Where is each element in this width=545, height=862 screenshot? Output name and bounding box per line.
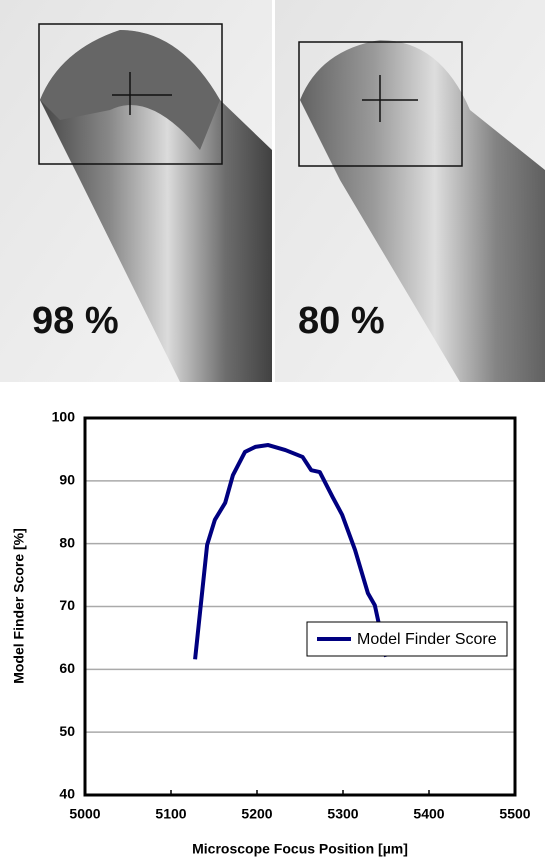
x-tick-label: 5200 xyxy=(241,806,272,822)
y-tick-label: 40 xyxy=(59,786,75,802)
y-tick-label: 50 xyxy=(59,723,75,739)
y-tick-label: 100 xyxy=(52,409,76,425)
x-tick-label: 5500 xyxy=(499,806,530,822)
y-tick-label: 90 xyxy=(59,472,75,488)
x-tick-label: 5400 xyxy=(413,806,444,822)
image-label: 80 % xyxy=(298,300,385,342)
data-line xyxy=(193,443,388,660)
plot-frame xyxy=(83,416,517,797)
x-tick-label: 5300 xyxy=(327,806,358,822)
y-axis-label: Model Finder Score [%] xyxy=(11,528,27,684)
micrograph-left: 98 % xyxy=(0,0,272,382)
legend-label: Model Finder Score xyxy=(357,631,497,648)
x-tick-label: 5000 xyxy=(69,806,100,822)
x-tick-label: 5100 xyxy=(155,806,186,822)
y-tick-label: 80 xyxy=(59,534,75,550)
micrograph-right: 80 % xyxy=(275,0,545,382)
y-tick-label: 60 xyxy=(59,660,75,676)
x-axis-label: Microscope Focus Position [µm] xyxy=(192,841,408,857)
y-tick-label: 70 xyxy=(59,597,75,613)
image-label: 98 % xyxy=(32,300,119,342)
